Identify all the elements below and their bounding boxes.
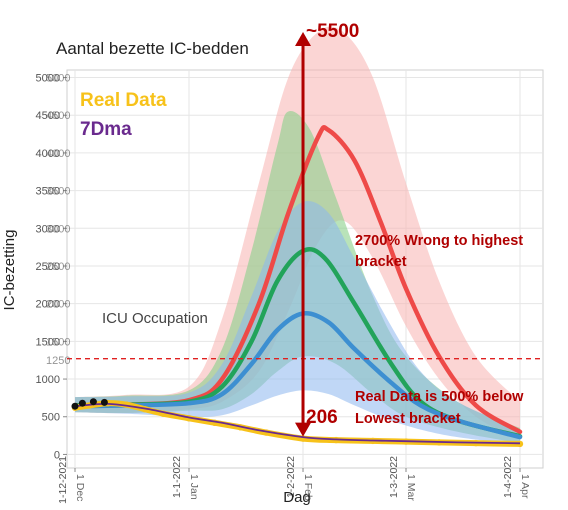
annotation-below-line2: Lowest bracket [355,411,461,427]
y-overlay-label-1: 1500 [46,336,70,348]
legend-7dma: 7Dma [80,119,132,140]
arrow-head-up [295,32,312,46]
y-tick-label-3: 1500 [36,336,60,348]
black-data-point-0 [71,402,79,410]
y-tick-label-10: 5000 [36,73,60,85]
y-tick-label-0: 0 [54,449,60,461]
data-series [71,398,524,448]
scenario-band-2 [75,200,520,445]
x-tick-label-2: 1 Feb [302,474,314,501]
legend-real-data: Real Data [80,90,167,111]
black-data-point-2 [89,398,97,406]
x-tick-date-label-2: 1-2-2022 [285,456,297,498]
chart-title: Aantal bezette IC-bedden [56,39,249,58]
y-overlay-label-4: 3000 [46,223,70,235]
y-overlay-label-7: 4500 [46,110,70,122]
y-tick-label-6: 3000 [36,223,60,235]
x-tick-date-label-3: 1-3-2022 [388,456,400,498]
arrow-head-down [295,422,312,437]
y-tick-label-7: 3500 [36,186,60,198]
y-tick-label-2: 1000 [36,374,60,386]
annotation-wrong-line1: 2700% Wrong to highest [355,233,523,249]
black-data-point-1 [78,399,86,407]
icu-occupation-label: ICU Occupation [102,310,208,327]
black-data-point-3 [100,398,108,406]
series-line-7dma [74,402,521,445]
real-data-point-16 [516,440,524,448]
annotation-top-value: ~5500 [306,21,359,42]
y-tick-label-1: 500 [42,412,60,424]
x-axis-label: Dag [283,489,311,506]
y-tick-label-9: 4500 [36,110,60,122]
y-overlay-label-3: 2500 [46,261,70,273]
axes: 0 500 1000 1500 2000 2500 3000 3500 4000 4500 5000… [36,73,531,504]
x-tick-label-4: 1 Apr [519,474,531,499]
y-tick-label-4: 2000 [36,299,60,311]
annotation-below-line1: Real Data is 500% below [355,389,524,405]
y-overlay-label-2: 2000 [46,299,70,311]
x-tick-label-0: 1 Dec [74,474,86,501]
annotation-wrong-line2: bracket [355,254,407,270]
annotation-arrow [295,32,312,437]
x-tick-label-3: 1 Mar [405,474,417,501]
x-tick-date-label-4: 1-4-2022 [502,456,514,498]
y-overlay-label-5: 3500 [46,186,70,198]
y-axis-label: IC-bezetting [1,230,18,311]
y-overlay-label-0: 1250 [46,355,70,367]
x-tick-label-1: 1 Jan [188,474,200,500]
y-tick-label-8: 4000 [36,148,60,160]
x-tick-date-label-1: 1-1-2022 [171,456,183,498]
y-overlay-label-6: 4000 [46,148,70,160]
scenario-bands [75,26,520,445]
y-tick-label-5: 2500 [36,261,60,273]
x-tick-date-label-0: 1-12-2021 [57,456,69,504]
annotation-real-value: 206 [306,407,338,428]
y-overlay-label-8: 5000 [46,73,70,85]
